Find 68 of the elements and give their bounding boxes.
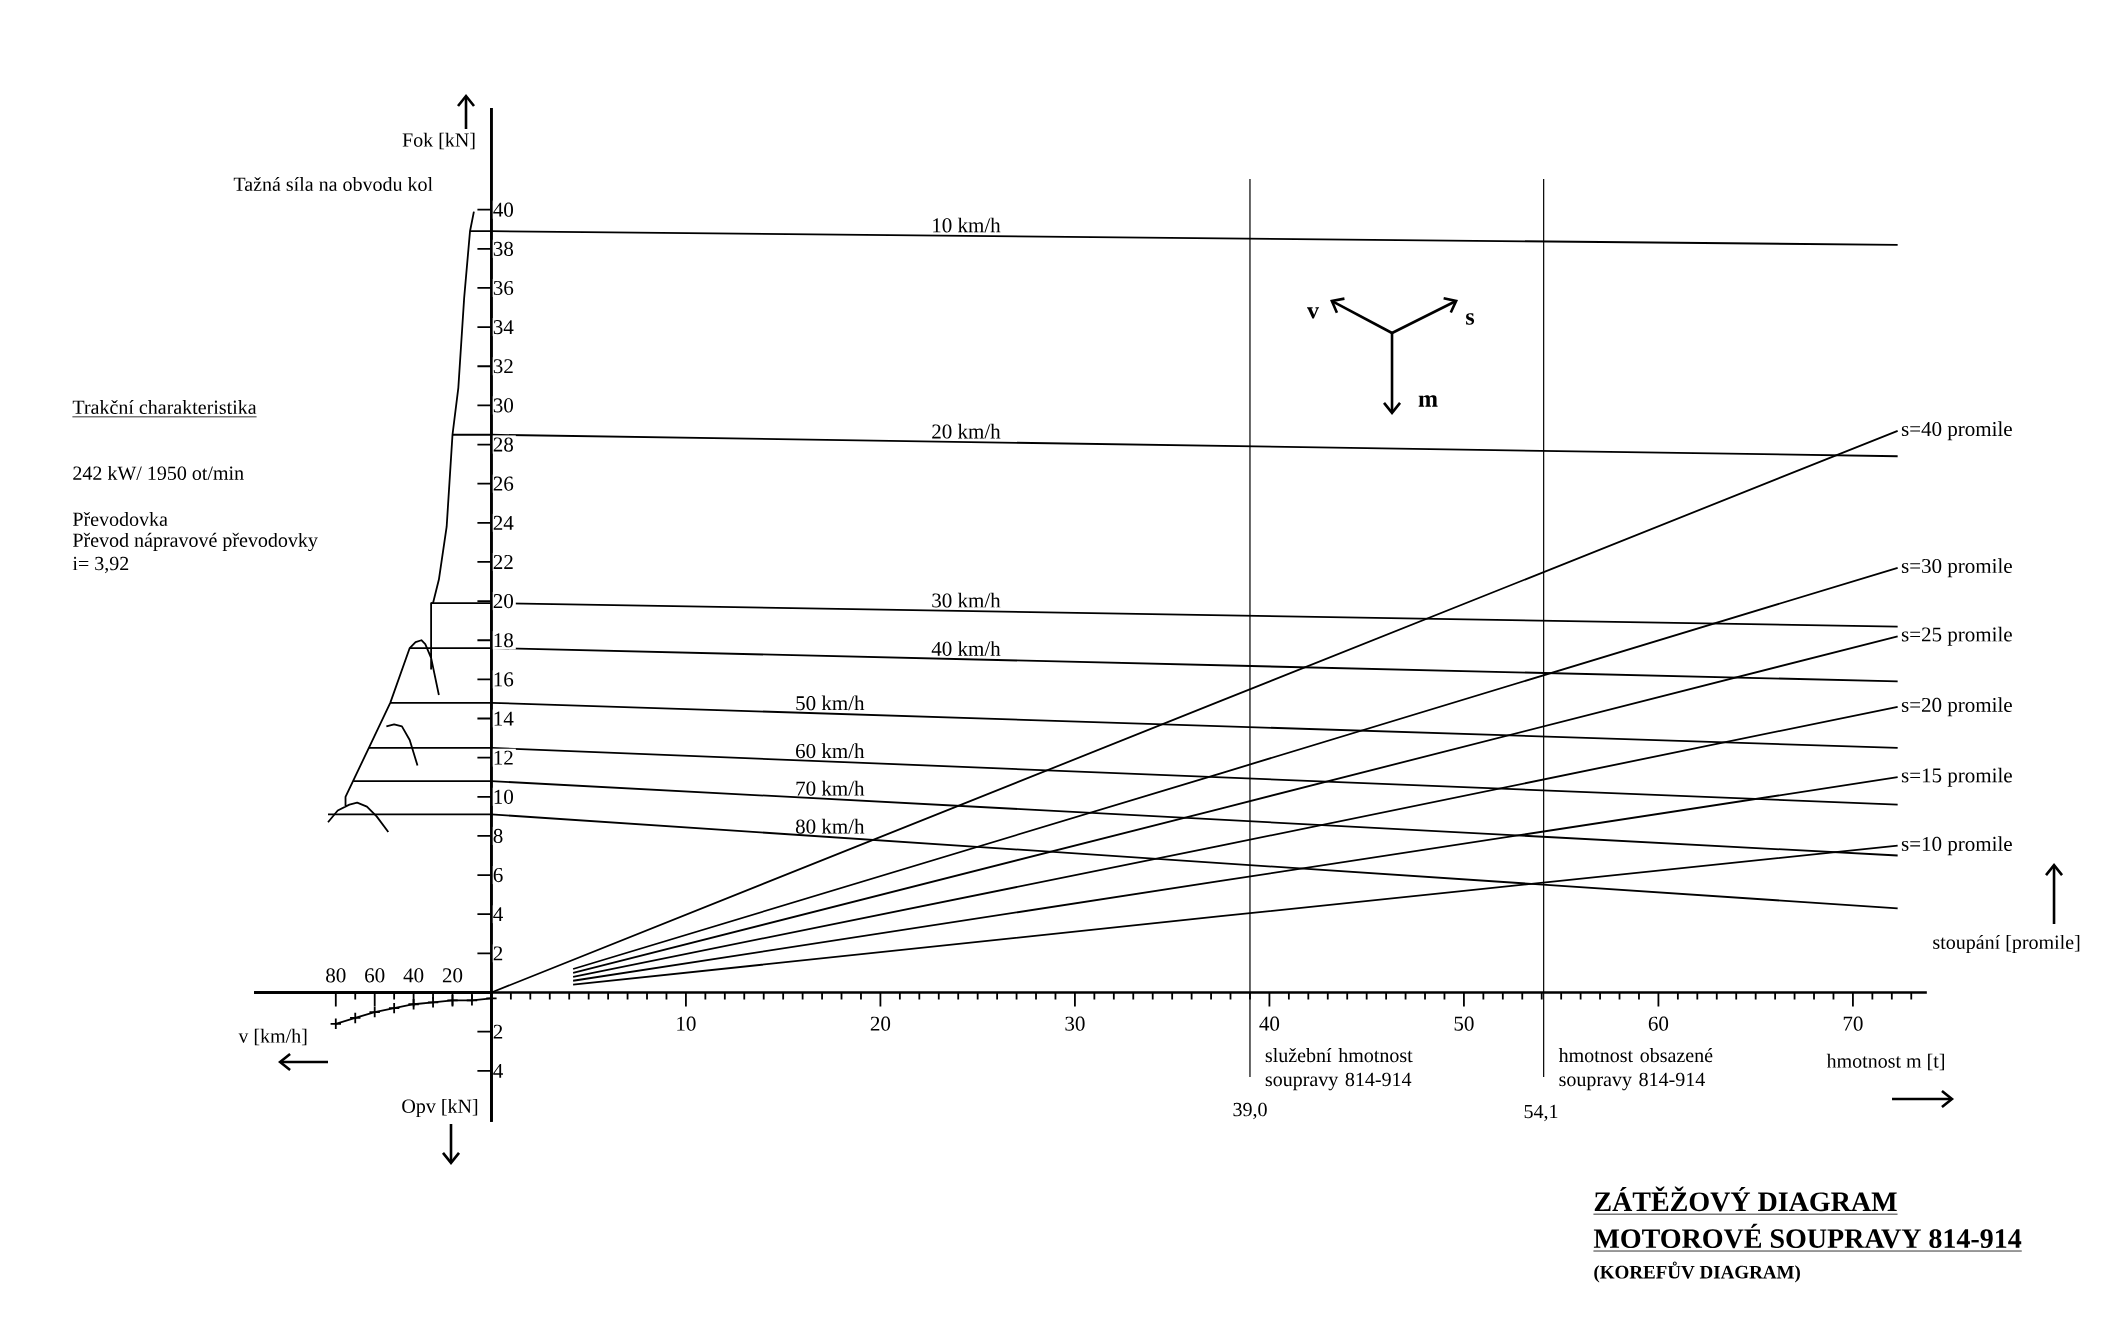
series-label: s=25 promile bbox=[1901, 626, 2012, 646]
series-label: 10 km/h bbox=[933, 217, 1001, 233]
y-tick-label: 32 bbox=[493, 359, 513, 374]
y-tick-label: 12 bbox=[494, 750, 513, 765]
series-label: 80 km/h bbox=[795, 818, 865, 834]
y-tick-label: 4 bbox=[493, 1063, 503, 1078]
x-tick-label: 10 bbox=[677, 1016, 696, 1031]
y-axis-title: Opv [kN] bbox=[402, 1098, 478, 1118]
y-tick-label: 24 bbox=[493, 515, 514, 530]
y-tick-label: 40 bbox=[493, 202, 514, 217]
x-tick-label: 50 bbox=[1454, 1016, 1474, 1031]
text: MOTOROVÉ SOUPRAVY 814-914 bbox=[1593, 1223, 2022, 1249]
y-tick-label: 4 bbox=[493, 907, 503, 922]
annotation: Tažná síla na obvodu kol bbox=[233, 176, 433, 192]
y-tick-label: 26 bbox=[493, 476, 514, 491]
y-tick-label: 36 bbox=[493, 280, 514, 296]
x-tick-label: 70 bbox=[1843, 1016, 1863, 1031]
x-tick-label: 40 bbox=[403, 968, 424, 983]
text: stoupání [promile] bbox=[1933, 934, 2080, 954]
y-tick-label: 14 bbox=[494, 711, 514, 726]
series-label: 60 km/h bbox=[796, 743, 865, 759]
y-tick-label: 10 bbox=[494, 789, 514, 804]
x-tick-label: 60 bbox=[1648, 1016, 1669, 1031]
x-tick-label: 20 bbox=[442, 968, 463, 983]
x-tick-label: 40 bbox=[1259, 1016, 1280, 1031]
text: (KOREFŮV DIAGRAM) bbox=[1594, 1261, 1800, 1283]
y-tick-label: 2 bbox=[493, 946, 503, 961]
x-tick-label: 80 bbox=[326, 968, 346, 983]
annotation: 54,1 bbox=[1524, 1104, 1558, 1122]
y-tick-label: 18 bbox=[494, 633, 514, 648]
series-label: 70 km/h bbox=[796, 780, 865, 796]
ref-line-label: služební hmotnost soupravy 814-914 bbox=[1265, 1048, 1413, 1091]
series-label: 30 km/h bbox=[932, 592, 1001, 608]
series-label: 40 km/h bbox=[931, 641, 1001, 656]
annotation: s bbox=[1466, 313, 1475, 325]
y-tick-label: 20 bbox=[493, 594, 514, 609]
y-tick-label: 28 bbox=[493, 437, 514, 452]
text: Trakční charakteristika bbox=[72, 399, 257, 415]
series-label: 20 km/h bbox=[932, 423, 1001, 439]
x-tick-label: 20 bbox=[870, 1016, 891, 1031]
text: i= 3,92 bbox=[72, 556, 129, 574]
y-tick-label: 30 bbox=[493, 398, 514, 413]
y-tick-label: 22 bbox=[493, 555, 513, 569]
text: ZÁTĚŽOVÝ DIAGRAM bbox=[1594, 1186, 1897, 1212]
y-tick-label: 34 bbox=[493, 320, 514, 335]
x-tick-label: 30 bbox=[1065, 1016, 1085, 1031]
series-label: s=40 promile bbox=[1901, 421, 2012, 441]
series-label: s=30 promile bbox=[1901, 558, 2012, 578]
series-label: s=15 promile bbox=[1901, 767, 2012, 787]
series-label: 50 km/h bbox=[796, 695, 865, 711]
x-tick-label: 60 bbox=[365, 968, 385, 983]
annotation: m bbox=[1418, 395, 1438, 407]
y-axis-title: Fok [kN] bbox=[402, 132, 475, 150]
y-tick-label: 8 bbox=[493, 828, 503, 844]
series-label: s=10 promile bbox=[1901, 836, 2012, 856]
y-tick-label: 6 bbox=[493, 868, 503, 883]
x-axis-title: v [km/h] bbox=[238, 1028, 307, 1046]
series-label: s=20 promile bbox=[1901, 697, 2012, 717]
y-tick-label: 16 bbox=[494, 672, 514, 687]
text: Převodovka bbox=[72, 511, 168, 527]
annotation: Převod nápravové převodovky bbox=[72, 532, 318, 552]
y-tick-label: 38 bbox=[493, 241, 514, 256]
x-axis-title: hmotnost m [t] bbox=[1826, 1053, 1944, 1071]
annotation: 39,0 bbox=[1233, 1102, 1267, 1120]
annotation: v bbox=[1307, 307, 1320, 319]
y-tick-label: 2 bbox=[493, 1024, 503, 1039]
text: 242 kW/ 1950 ot/min bbox=[73, 465, 244, 481]
ref-line-label: hmotnost obsazené soupravy 814-914 bbox=[1558, 1048, 1713, 1091]
